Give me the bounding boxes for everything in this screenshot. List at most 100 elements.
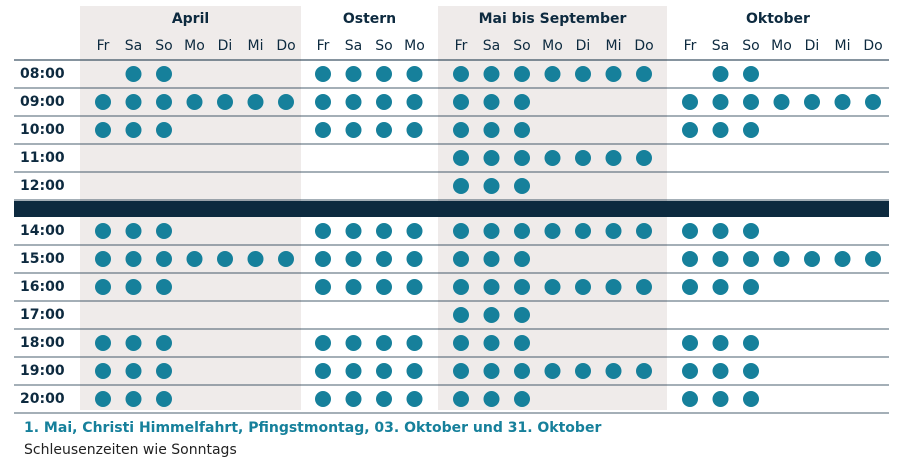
slot-dot <box>712 66 729 82</box>
day-name: Sa <box>345 38 362 54</box>
slot-dot <box>125 335 142 351</box>
slot-dot <box>453 335 469 351</box>
day-name: Do <box>276 38 295 54</box>
slot-dot <box>345 66 362 82</box>
slot-dot <box>453 251 469 267</box>
slot-dot <box>483 391 500 407</box>
day-name: So <box>375 38 392 54</box>
slot-dot <box>773 94 790 110</box>
slot-dot <box>605 150 622 166</box>
slot-dot <box>315 335 331 351</box>
slot-dot <box>453 150 469 166</box>
time-label: 11:00 <box>20 150 65 166</box>
slot-dot <box>544 150 561 166</box>
slot-dot <box>514 335 530 351</box>
day-name: Di <box>805 38 820 54</box>
note-title: 1. Mai, Christi Himmelfahrt, Pfingstmont… <box>24 420 601 436</box>
slot-dot <box>315 66 331 82</box>
slot-dot <box>376 363 392 379</box>
slot-dot <box>682 391 698 407</box>
slot-dot <box>453 122 469 138</box>
time-label: 19:00 <box>20 363 65 379</box>
slot-dot <box>483 335 500 351</box>
day-name: Do <box>863 38 882 54</box>
slot-dot <box>95 122 111 138</box>
slot-dot <box>217 94 233 110</box>
slot-dot <box>453 178 469 194</box>
slot-dot <box>453 94 469 110</box>
slot-dot <box>605 223 622 239</box>
slot-dot <box>514 178 530 194</box>
slot-dot <box>483 279 500 295</box>
day-name: Fr <box>684 38 697 54</box>
slot-dot <box>156 251 172 267</box>
slot-dot <box>315 94 331 110</box>
day-name: Mi <box>606 38 622 54</box>
slot-dot <box>743 122 759 138</box>
day-name: So <box>742 38 759 54</box>
slot-dot <box>345 122 362 138</box>
slot-dot <box>315 279 331 295</box>
slot-dot <box>514 363 530 379</box>
slot-dot <box>406 391 423 407</box>
slot-dot <box>125 251 142 267</box>
slot-dot <box>544 66 561 82</box>
slot-dot <box>315 363 331 379</box>
slot-dot <box>682 251 698 267</box>
group-name: Oktober <box>746 11 810 27</box>
slot-dot <box>315 122 331 138</box>
slot-dot <box>376 66 392 82</box>
slot-dot <box>345 279 362 295</box>
slot-dot <box>682 223 698 239</box>
slot-dot <box>712 122 729 138</box>
slot-dot <box>834 94 851 110</box>
slot-dot <box>345 335 362 351</box>
slot-dot <box>636 279 652 295</box>
slot-dot <box>575 223 591 239</box>
slot-dot <box>712 335 729 351</box>
time-label: 09:00 <box>20 94 65 110</box>
slot-dot <box>514 122 530 138</box>
slot-dot <box>514 307 530 323</box>
slot-dot <box>636 150 652 166</box>
slot-dot <box>186 251 203 267</box>
slot-dot <box>247 251 264 267</box>
day-name: Mo <box>542 38 563 54</box>
slot-dot <box>514 150 530 166</box>
slot-dot <box>575 66 591 82</box>
slot-dot <box>345 363 362 379</box>
slot-dot <box>743 335 759 351</box>
slot-dot <box>514 94 530 110</box>
time-label: 18:00 <box>20 335 65 351</box>
slot-dot <box>125 363 142 379</box>
note-text: Schleusenzeiten wie Sonntags <box>24 442 237 458</box>
time-label: 14:00 <box>20 223 65 239</box>
slot-dot <box>406 279 423 295</box>
slot-dot <box>636 66 652 82</box>
slot-dot <box>636 223 652 239</box>
day-name: So <box>155 38 172 54</box>
slot-dot <box>376 94 392 110</box>
time-label: 08:00 <box>20 66 65 82</box>
slot-dot <box>156 363 172 379</box>
day-name: Mi <box>835 38 851 54</box>
slot-dot <box>575 150 591 166</box>
slot-dot <box>865 251 881 267</box>
slot-dot <box>453 279 469 295</box>
slot-dot <box>156 94 172 110</box>
slot-dot <box>514 251 530 267</box>
day-name: Fr <box>97 38 110 54</box>
slot-dot <box>406 66 423 82</box>
slot-dot <box>483 363 500 379</box>
slot-dot <box>712 279 729 295</box>
slot-dot <box>483 178 500 194</box>
day-name: Di <box>576 38 591 54</box>
slot-dot <box>376 335 392 351</box>
slot-dot <box>544 363 561 379</box>
slot-dot <box>682 335 698 351</box>
slot-dot <box>682 122 698 138</box>
slot-dot <box>483 251 500 267</box>
slot-dot <box>156 223 172 239</box>
slot-dot <box>376 251 392 267</box>
